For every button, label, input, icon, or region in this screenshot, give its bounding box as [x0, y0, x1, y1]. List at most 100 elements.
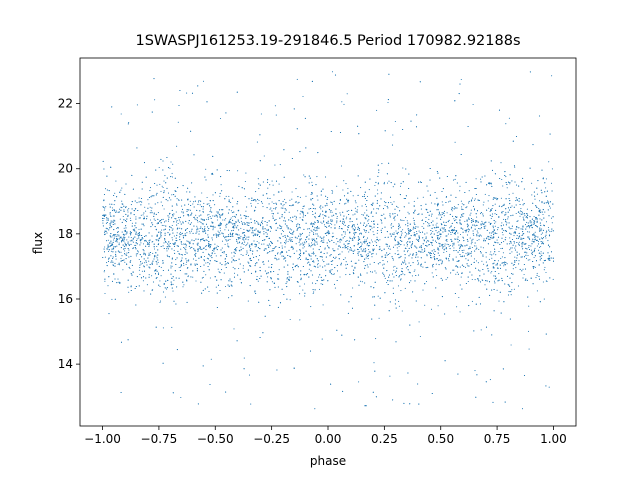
data-point [116, 231, 119, 233]
data-point [271, 281, 273, 283]
data-point [292, 248, 294, 250]
data-point [422, 196, 424, 198]
data-point [354, 266, 356, 268]
data-point [402, 229, 404, 231]
data-point [267, 228, 269, 230]
data-point [231, 252, 233, 254]
data-point [202, 276, 204, 278]
data-point [255, 233, 257, 235]
data-point [278, 237, 280, 239]
data-point [233, 272, 236, 274]
data-point [247, 216, 249, 218]
data-point [112, 251, 114, 253]
data-point [485, 252, 487, 254]
data-point [177, 121, 179, 123]
data-point [246, 243, 248, 246]
data-point [383, 181, 385, 183]
data-point [455, 196, 457, 198]
data-point [394, 265, 396, 267]
data-point [210, 255, 213, 257]
data-point [211, 239, 214, 241]
data-point [330, 273, 332, 275]
data-point [441, 213, 443, 216]
data-point [187, 276, 189, 278]
data-point [457, 238, 459, 240]
data-point [494, 225, 496, 227]
data-point [363, 195, 365, 198]
data-point [541, 228, 543, 230]
data-point [181, 257, 183, 259]
data-point [470, 212, 472, 214]
data-point [291, 157, 293, 160]
data-point [234, 249, 236, 251]
data-point [388, 180, 390, 182]
data-point [404, 231, 406, 233]
data-point [443, 251, 445, 253]
data-point [104, 188, 107, 190]
data-point [203, 255, 206, 258]
data-point [195, 232, 197, 234]
data-point [130, 234, 132, 236]
data-point [452, 243, 454, 245]
data-point [539, 210, 541, 212]
data-point [523, 273, 525, 276]
data-point [489, 253, 491, 255]
data-point [109, 235, 111, 237]
data-point [342, 247, 344, 249]
data-point [345, 261, 347, 263]
data-point [317, 235, 319, 237]
data-point [422, 266, 424, 268]
data-point [207, 253, 210, 255]
data-point [250, 221, 252, 224]
data-point [172, 392, 174, 394]
data-point [490, 183, 493, 185]
data-point [332, 273, 334, 275]
data-point [261, 202, 263, 204]
data-point [143, 253, 145, 255]
data-point [115, 251, 117, 253]
data-point [362, 214, 364, 216]
data-point [407, 241, 409, 243]
data-point [340, 165, 343, 167]
data-point [126, 252, 128, 254]
data-point [256, 240, 258, 243]
data-point [531, 254, 533, 256]
data-point [163, 180, 165, 182]
data-point [129, 240, 131, 242]
data-point [429, 194, 431, 196]
data-point [140, 214, 142, 216]
data-point [495, 277, 497, 279]
data-point [270, 277, 272, 279]
data-point [232, 216, 234, 218]
data-point [487, 235, 489, 237]
data-point [104, 207, 106, 209]
data-point [156, 184, 158, 186]
data-point [349, 218, 351, 220]
data-point [469, 252, 471, 254]
data-point [363, 229, 365, 231]
data-point [105, 206, 107, 208]
data-point [106, 217, 108, 219]
data-point [367, 222, 369, 225]
data-point [521, 245, 523, 247]
data-point [300, 210, 302, 212]
data-point [260, 201, 263, 203]
data-point [399, 185, 402, 187]
data-point [291, 198, 293, 200]
data-point [470, 253, 472, 255]
data-point [548, 258, 550, 260]
data-point [360, 274, 362, 276]
data-point [154, 219, 156, 221]
data-point [112, 244, 114, 246]
data-point [157, 243, 160, 245]
data-point [247, 242, 249, 244]
data-point [480, 329, 482, 331]
data-point [244, 235, 246, 237]
data-point [357, 248, 359, 251]
data-point [148, 274, 150, 276]
data-point [374, 195, 376, 197]
data-point [271, 210, 273, 212]
data-point [478, 248, 480, 251]
data-point [525, 215, 528, 218]
data-point [281, 255, 283, 257]
